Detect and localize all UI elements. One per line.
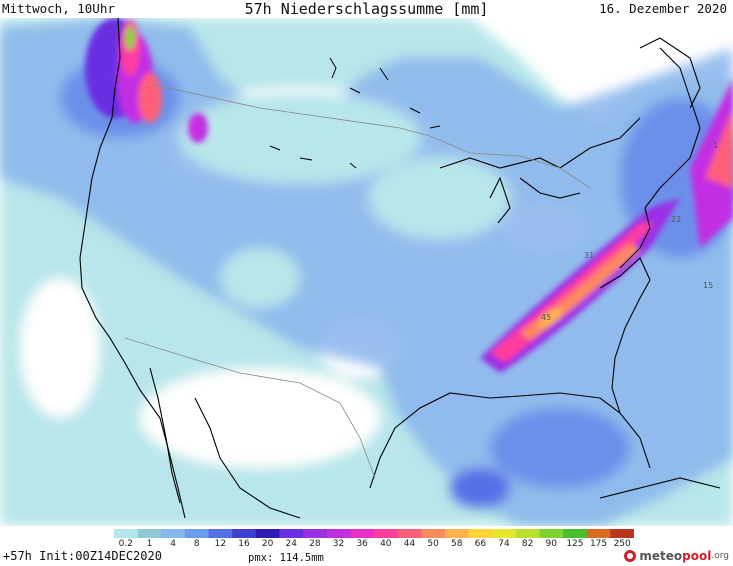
scale-tick-label: 8 [193,539,200,549]
scale-tick-label: 250 [613,539,631,549]
scale-tick-label: 24 [285,539,297,549]
map-title: 57h Niederschlagssumme [mm] [244,0,489,18]
precip-value-label: 22 [671,215,681,224]
scale-tick-label: 28 [309,539,321,549]
precip-value-label: 45 [541,313,551,322]
scale-swatch [539,529,564,538]
scale-tick-label: 90 [545,539,557,549]
scale-swatch [563,529,588,538]
scale-swatch [468,529,493,538]
northwest-heavy-precip [85,18,208,143]
scale-swatch [444,529,470,538]
scale-tick-label: 58 [450,539,463,549]
scale-tick-label: 82 [521,539,534,549]
scale-tick-label: 4 [170,539,176,549]
lakes [269,57,441,169]
scale-swatch [350,529,375,538]
scale-swatch [515,529,540,538]
scale-tick-label: 16 [238,539,250,549]
precip-color-scale [114,529,634,538]
scale-swatch [161,529,186,538]
medium-precip-field [0,18,733,526]
scale-swatch [279,529,304,538]
scale-swatch [137,529,162,538]
scale-swatch [610,529,634,538]
scale-tick-label: 20 [261,539,274,549]
scale-tick-label: 50 [427,539,439,549]
scale-tick-label: 66 [474,539,487,549]
meteopool-logo[interactable]: meteo pool .org [624,548,729,564]
scale-swatch [492,529,517,538]
scale-swatch [397,529,422,538]
scale-swatch [114,529,139,538]
scale-swatch [421,529,446,538]
brand-suffix: .org [711,551,729,561]
scale-tick-label: 0.2 [118,539,133,549]
scale-swatch [255,529,280,538]
scale-swatch [374,529,399,538]
init-time-label: +57h Init:00Z14DEC2020 [3,549,162,563]
scale-swatch [586,529,611,538]
scale-tick-labels: 0.2 1 4 8 12 16 20 24 28 32 36 40 44 50 58 66 74 82 90 125 1… [114,539,634,551]
valid-date-label: 16. Dezember 2020 [599,1,727,16]
precipitation-map: 31 45 22 15 1 [0,18,733,526]
brand-accent: pool [682,549,712,563]
scale-tick-label: 1 [146,539,153,549]
scale-swatch [208,529,233,538]
scale-tick-label: 12 [214,539,227,549]
max-precip-label: pmx: 114.5mm [248,552,324,564]
scale-tick-label: 125 [566,539,584,549]
valid-time-label: Mittwoch, 10Uhr [2,1,115,16]
scale-tick-label: 32 [332,539,345,549]
scale-tick-label: 36 [356,539,368,549]
precip-value-label: 31 [584,251,594,260]
precip-value-label: 1 [713,141,718,150]
coastlines [79,18,721,519]
scale-tick-label: 175 [589,539,608,549]
east-coast-heavy-precip [480,78,733,373]
scale-swatch [303,529,328,538]
precip-value-label: 15 [703,281,713,290]
scale-tick-label: 44 [403,539,416,549]
borders [124,83,591,479]
scale-tick-label: 40 [380,539,392,549]
scale-tick-label: 74 [498,539,510,549]
meteopool-logo-icon [624,550,637,562]
brand-main: meteo [639,549,683,563]
scale-swatch [184,529,210,538]
scale-swatch [232,529,257,538]
scale-swatch [326,529,351,538]
